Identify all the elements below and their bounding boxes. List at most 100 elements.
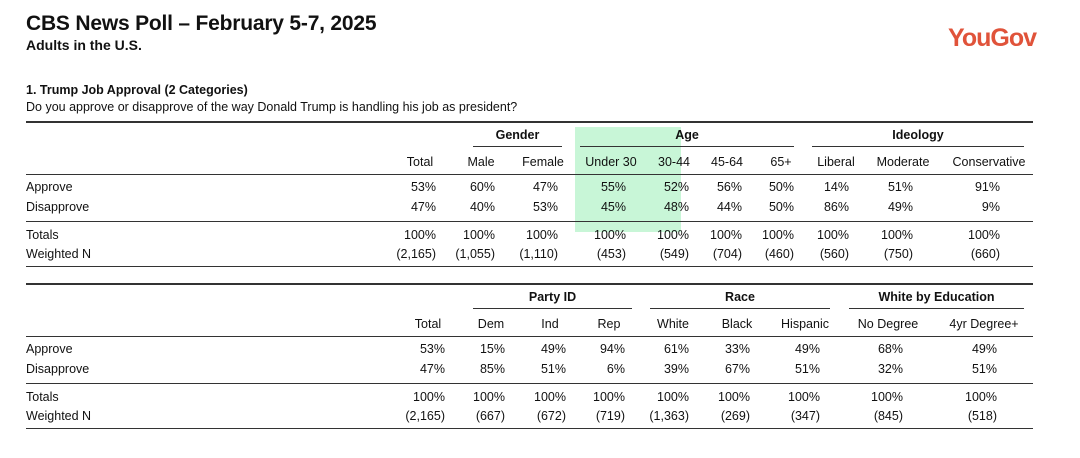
row-label-totals: Totals: [26, 390, 59, 404]
table-cell: 86%: [823, 200, 849, 214]
table-cell: 100%: [463, 228, 495, 242]
table-top-rule: [26, 121, 1033, 123]
table-cell: 6%: [606, 362, 625, 376]
table-cell: (1,110): [519, 247, 558, 261]
table-cell: 53%: [532, 200, 558, 214]
table-cell: (2,165): [396, 247, 436, 261]
table-cell: 100%: [881, 228, 913, 242]
table-cell: 45%: [600, 200, 626, 214]
group-rule-age: [580, 146, 794, 147]
table-cell: 51%: [794, 362, 820, 376]
group-header-ideology: Ideology: [892, 128, 944, 142]
table-cell: 48%: [663, 200, 689, 214]
table-cell: 100%: [817, 228, 849, 242]
group-header-race: Race: [725, 290, 755, 304]
table-cell: (704): [712, 247, 742, 261]
column-header-65: 65+: [770, 155, 792, 169]
group-header-age: Age: [675, 128, 699, 142]
totals-rule: [26, 383, 1033, 384]
table-cell: 49%: [540, 342, 566, 356]
row-label-disapprove: Disapprove: [26, 200, 90, 214]
column-header-45-64: 45-64: [711, 155, 743, 169]
row-label-weighted-n: Weighted N: [26, 247, 92, 261]
table-cell: (269): [720, 409, 750, 423]
table-cell: (549): [659, 247, 689, 261]
table-cell: 100%: [657, 390, 689, 404]
table-cell: (460): [764, 247, 794, 261]
table-cell: 40%: [469, 200, 495, 214]
table-cell: 33%: [724, 342, 750, 356]
table-cell: 44%: [716, 200, 742, 214]
column-header-ind: Ind: [541, 317, 559, 331]
row-label-weighted-n: Weighted N: [26, 409, 92, 423]
table-cell: (2,165): [405, 409, 445, 423]
table-cell: (660): [970, 247, 1000, 261]
table-cell: 53%: [419, 342, 445, 356]
yougov-logo: YouGov: [948, 24, 1037, 52]
table-cell: 100%: [710, 228, 742, 242]
table-cell: 50%: [768, 200, 794, 214]
table-cell: 49%: [971, 342, 997, 356]
group-rule-party-id: [473, 308, 632, 309]
table-cell: (347): [790, 409, 820, 423]
table-cell: (518): [967, 409, 997, 423]
table-cell: 94%: [599, 342, 625, 356]
column-header-total: Total: [406, 155, 434, 169]
column-header-black: Black: [721, 317, 753, 331]
column-header-no-degree: No Degree: [857, 317, 919, 331]
column-header-hispanic: Hispanic: [781, 317, 829, 331]
table-cell: (1,055): [455, 247, 495, 261]
table-cell: (750): [883, 247, 913, 261]
table-cell: 100%: [788, 390, 820, 404]
column-header-male: Male: [467, 155, 495, 169]
table-cell: 51%: [971, 362, 997, 376]
table-cell: 100%: [534, 390, 566, 404]
group-header-white-by-education: White by Education: [878, 290, 995, 304]
table-bottom-rule: [26, 428, 1033, 429]
column-header-under-30: Under 30: [585, 155, 637, 169]
question-text: Do you approve or disapprove of the way …: [26, 100, 518, 114]
table-top-rule: [26, 283, 1033, 285]
table-cell: 49%: [887, 200, 913, 214]
table-cell: 9%: [981, 200, 1000, 214]
header-rule: [26, 336, 1033, 337]
column-header-conservative: Conservative: [952, 155, 1026, 169]
table-cell: 56%: [716, 180, 742, 194]
column-header-dem: Dem: [477, 317, 505, 331]
page-title: CBS News Poll – February 5-7, 2025: [26, 12, 377, 35]
table-cell: 100%: [657, 228, 689, 242]
table-cell: 15%: [479, 342, 505, 356]
row-label-disapprove: Disapprove: [26, 362, 90, 376]
group-rule-ideology: [812, 146, 1024, 147]
table-cell: 53%: [410, 180, 436, 194]
group-rule-race: [650, 308, 830, 309]
table-cell: 47%: [532, 180, 558, 194]
group-rule-gender: [473, 146, 562, 147]
column-header-rep: Rep: [597, 317, 621, 331]
column-header-liberal: Liberal: [817, 155, 855, 169]
table-cell: 100%: [473, 390, 505, 404]
table-cell: 100%: [413, 390, 445, 404]
group-header-party-id: Party ID: [528, 290, 577, 304]
column-header-total: Total: [414, 317, 442, 331]
table-cell: 100%: [594, 228, 626, 242]
group-rule-white-by-education: [849, 308, 1024, 309]
table-cell: (1,363): [649, 409, 689, 423]
table-cell: (672): [536, 409, 566, 423]
column-header-female: Female: [522, 155, 564, 169]
table-cell: 100%: [593, 390, 625, 404]
row-label-approve: Approve: [26, 342, 73, 356]
table-cell: 61%: [663, 342, 689, 356]
table-cell: 47%: [410, 200, 436, 214]
table-cell: 51%: [887, 180, 913, 194]
group-header-gender: Gender: [495, 128, 540, 142]
totals-rule: [26, 221, 1033, 222]
table-cell: 68%: [877, 342, 903, 356]
table-cell: 67%: [724, 362, 750, 376]
table-cell: 55%: [600, 180, 626, 194]
column-header-moderate: Moderate: [876, 155, 930, 169]
table-cell: 100%: [965, 390, 997, 404]
table-bottom-rule: [26, 266, 1033, 267]
row-label-approve: Approve: [26, 180, 73, 194]
column-header-30-44: 30-44: [658, 155, 690, 169]
